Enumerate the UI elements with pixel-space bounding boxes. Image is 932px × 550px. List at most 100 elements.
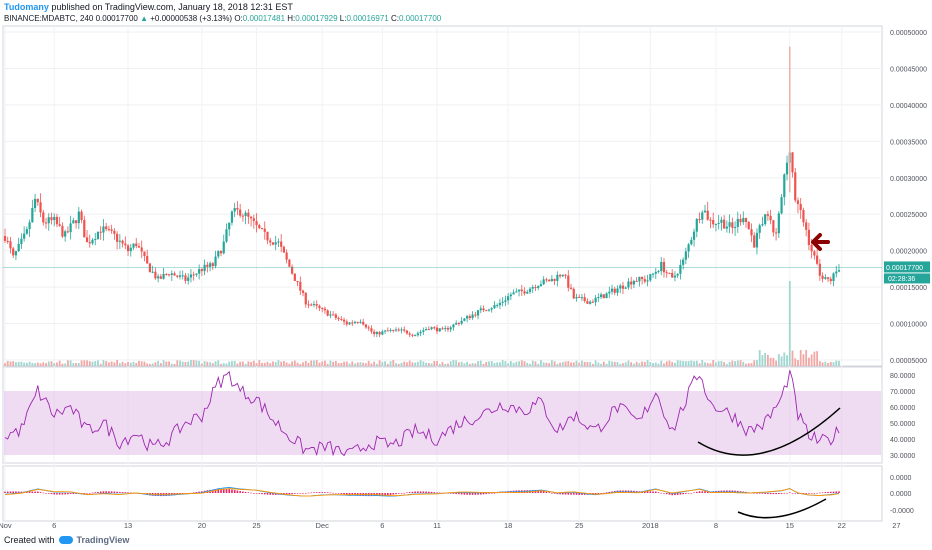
macd-histogram-bar — [654, 491, 657, 493]
macd-histogram-bar — [20, 491, 23, 493]
candle-body — [312, 304, 316, 306]
volume-bar — [127, 361, 129, 366]
volume-bar — [572, 362, 575, 366]
macd-histogram-bar — [91, 492, 94, 494]
volume-bar — [222, 363, 225, 366]
macd-histogram-bar — [824, 492, 827, 493]
volume-bar — [704, 362, 706, 366]
volume-bar — [159, 363, 162, 366]
candle-body — [244, 212, 247, 217]
macd-histogram-bar — [244, 491, 247, 493]
volume-bar — [389, 361, 392, 366]
tradingview-brand[interactable]: TradingView — [76, 535, 130, 545]
candle-body — [233, 207, 236, 212]
candle-body — [835, 271, 838, 274]
volume-bar — [559, 362, 561, 366]
candle-body — [567, 275, 570, 288]
volume-bar — [9, 361, 12, 366]
volume-bar — [512, 362, 515, 366]
candle-body — [94, 238, 97, 240]
macd-histogram-bar — [665, 493, 668, 495]
volume-bar — [47, 361, 50, 366]
macd-histogram-bar — [704, 491, 706, 493]
macd-histogram-bar — [663, 493, 665, 494]
macd-histogram-bar — [192, 492, 195, 494]
candle-body — [424, 329, 428, 331]
macd-histogram-bar — [646, 491, 649, 493]
candle-body — [744, 217, 748, 222]
volume-bar — [75, 363, 77, 366]
macd-histogram-bar — [564, 493, 567, 495]
candle-body — [427, 329, 430, 331]
low-value: 0.00016971 — [346, 14, 389, 23]
candle-body — [53, 216, 56, 221]
candle-body — [813, 251, 816, 256]
candle-body — [260, 228, 264, 230]
volume-bar — [827, 362, 829, 366]
tradingview-cloud-icon — [58, 536, 73, 544]
candle-body — [791, 152, 794, 173]
candle-body — [140, 247, 143, 252]
volume-bar — [712, 360, 715, 366]
macd-histogram-bar — [676, 493, 679, 495]
candle-body — [321, 307, 324, 309]
macd-histogram-bar — [548, 492, 550, 493]
volume-bar — [693, 361, 695, 366]
candle-body — [255, 221, 258, 226]
macd-histogram-bar — [605, 492, 608, 493]
volume-bar — [315, 360, 318, 366]
macd-histogram-bar — [291, 493, 293, 494]
volume-bar — [671, 361, 674, 366]
volume-bar — [613, 361, 616, 366]
rsi-tick-label: 50.0000 — [890, 421, 915, 428]
candle-body — [682, 259, 685, 265]
x-tick-label: 6 — [380, 521, 384, 530]
volume-bar — [343, 361, 345, 366]
volume-bar — [83, 360, 86, 366]
macd-histogram-bar — [545, 491, 548, 493]
volume-bar — [66, 360, 69, 366]
volume-bar — [463, 363, 466, 366]
candle-body — [446, 328, 450, 330]
macd-histogram-bar — [682, 493, 684, 495]
candle-body — [671, 272, 674, 278]
macd-histogram-bar — [17, 491, 20, 493]
volume-bar — [540, 360, 542, 366]
candle-body — [468, 316, 471, 319]
volume-bar — [241, 361, 244, 366]
volume-bar — [783, 352, 786, 366]
volume-bar — [534, 361, 537, 366]
volume-bar — [816, 351, 819, 366]
candle-body — [293, 273, 296, 282]
author-link[interactable]: Tudomany — [4, 2, 49, 12]
candle-body — [501, 301, 504, 303]
volume-bar — [25, 362, 28, 366]
candle-body — [80, 211, 83, 220]
macd-histogram-bar — [449, 493, 452, 494]
volume-bar — [824, 361, 827, 366]
volume-bar — [261, 362, 263, 366]
candle-body — [449, 327, 452, 330]
volume-bar — [529, 363, 531, 366]
candle-body — [509, 294, 512, 297]
candle-body — [498, 302, 502, 306]
candle-body — [386, 330, 389, 332]
candle-body — [810, 244, 813, 252]
volume-bar — [258, 360, 261, 366]
macd-histogram-bar — [575, 493, 578, 495]
volume-bar — [77, 363, 80, 366]
volume-bar — [786, 355, 788, 366]
volume-bar — [97, 360, 99, 366]
pane-frame-3 — [2, 465, 883, 522]
candle-body — [337, 317, 340, 320]
volume-bar — [654, 362, 657, 366]
candle-body — [553, 278, 556, 281]
x-tick-label: 11 — [433, 521, 441, 530]
macd-histogram-bar — [348, 493, 351, 496]
macd-histogram-bar — [105, 491, 107, 493]
candle-body — [173, 273, 176, 276]
volume-bar — [313, 360, 315, 366]
macd-histogram-bar — [406, 492, 408, 494]
candle-body — [367, 327, 370, 329]
